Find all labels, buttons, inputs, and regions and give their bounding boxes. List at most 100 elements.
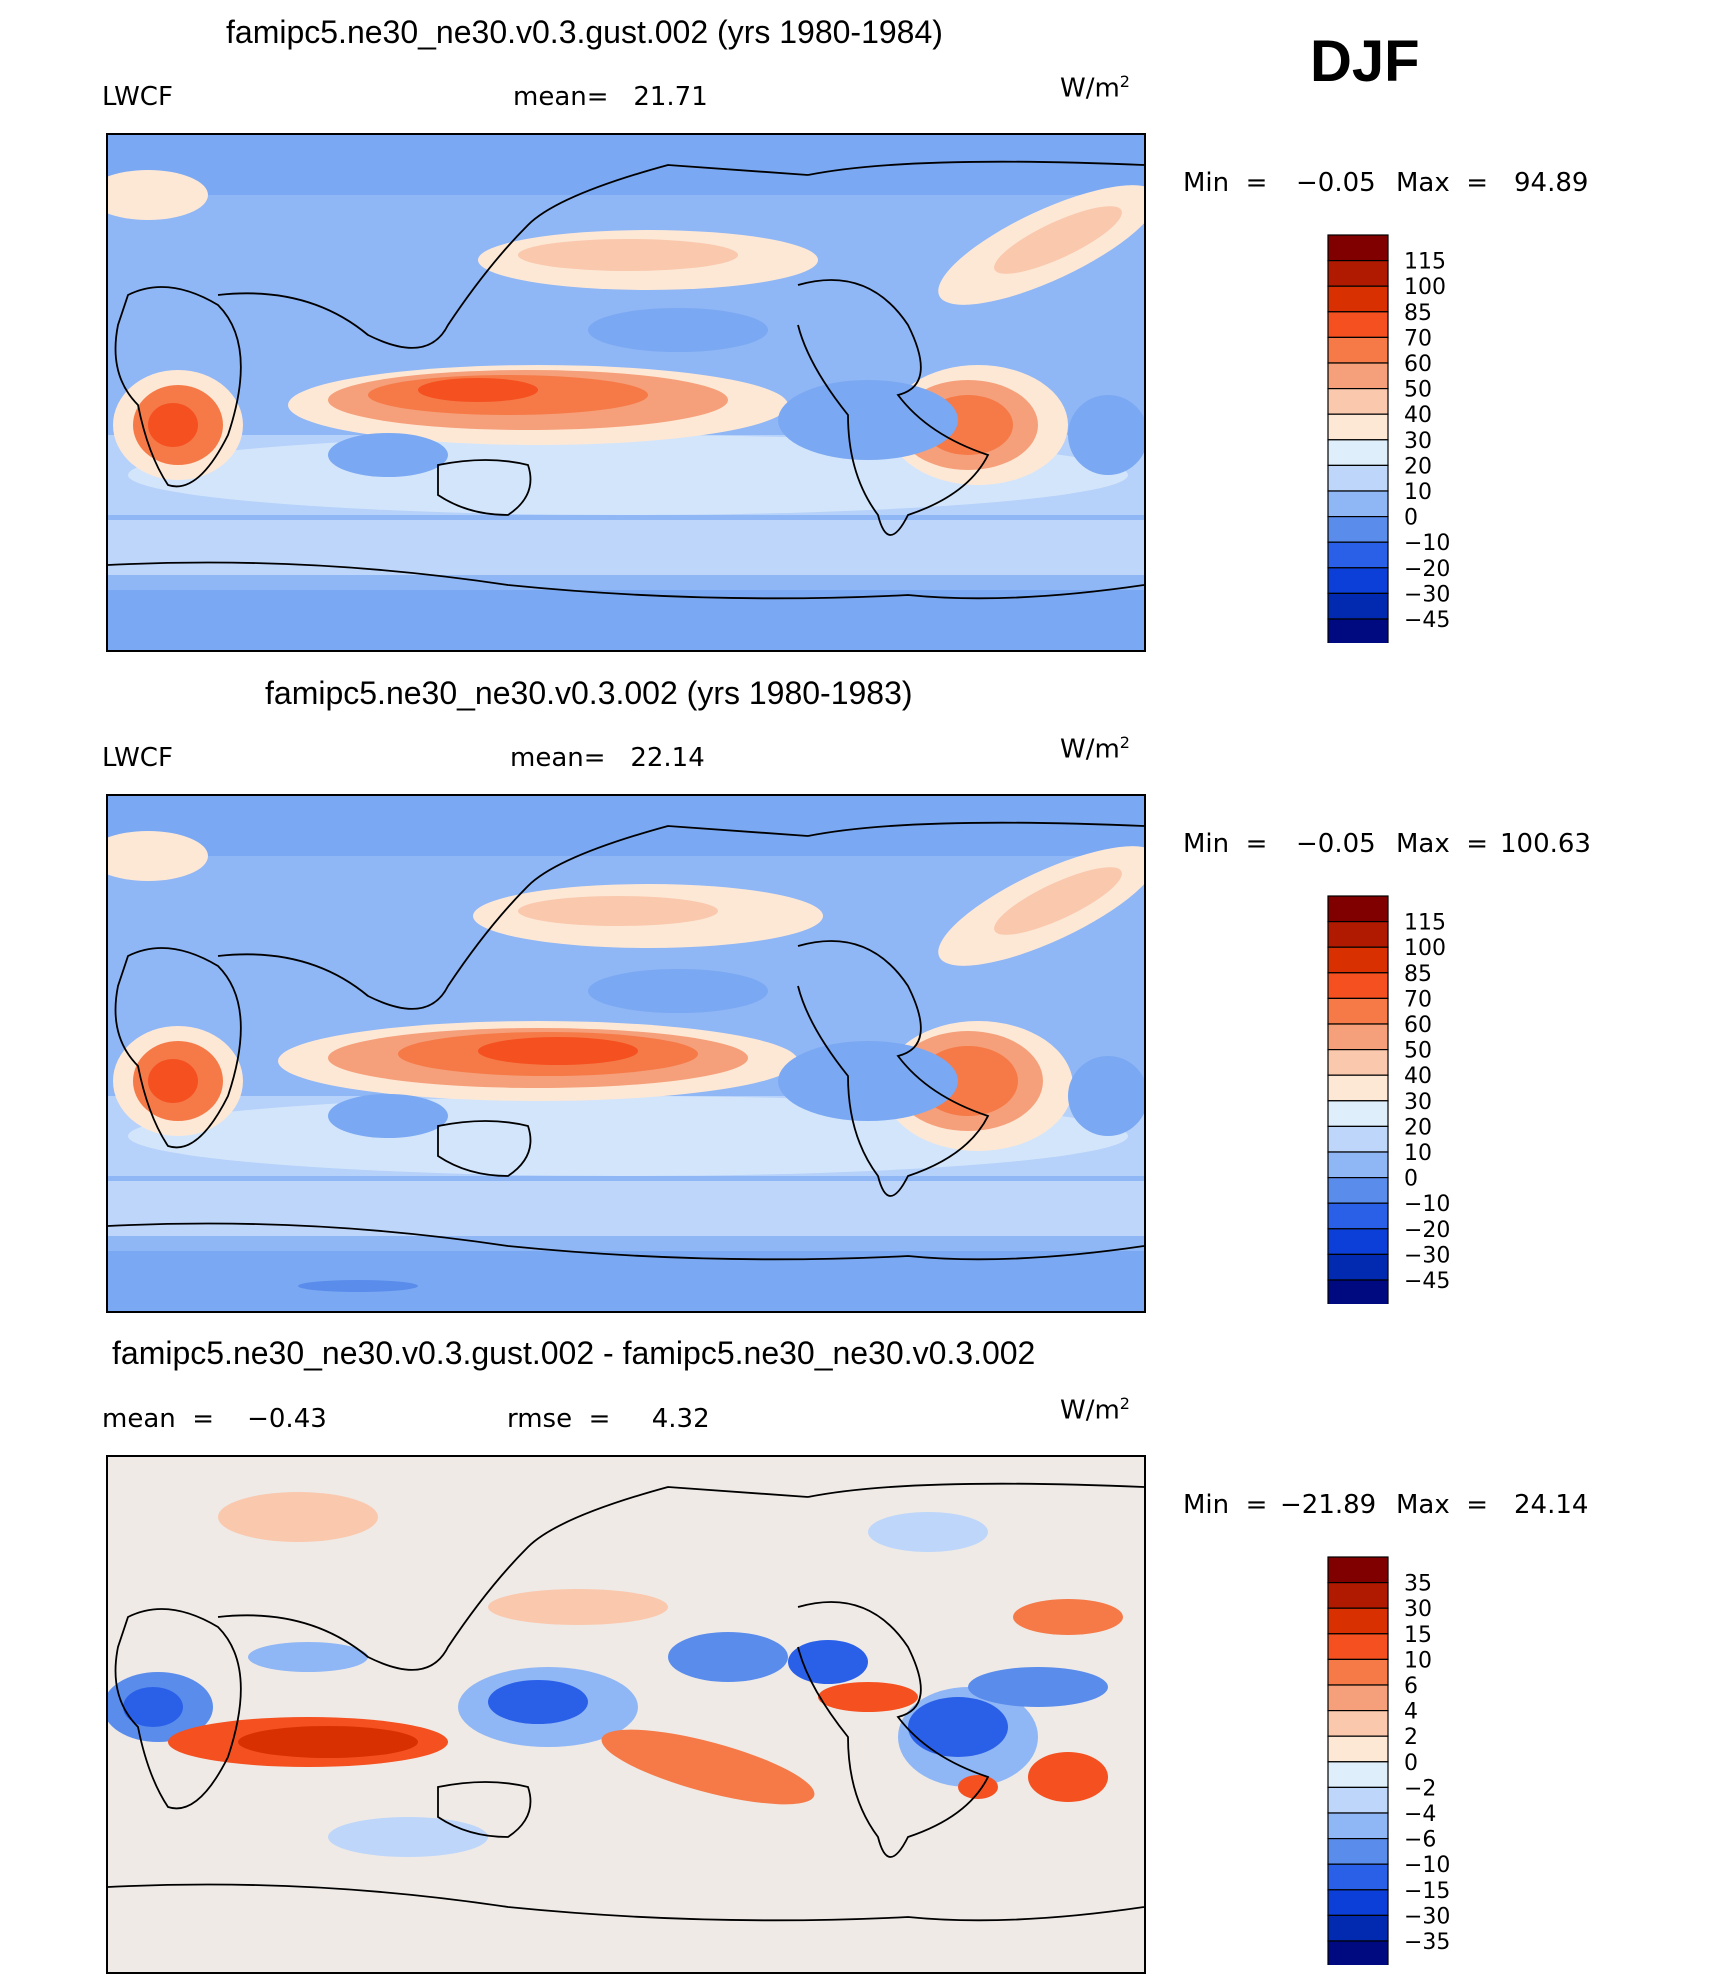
panel3-min-value: −21.89 xyxy=(1280,1490,1377,1520)
panel2-variable-label: LWCF xyxy=(102,743,173,773)
panel1-max-value: 94.89 xyxy=(1514,168,1589,198)
colorbar-swatch xyxy=(1327,1228,1389,1255)
colorbar-tick-label: 115 xyxy=(1404,250,1446,275)
colorbar-swatch xyxy=(1327,567,1389,594)
colorbar-tick-label: −6 xyxy=(1404,1828,1436,1853)
colorbar-swatch xyxy=(1327,490,1389,518)
colorbar-swatch xyxy=(1327,439,1389,467)
colorbar-tick-label: −2 xyxy=(1404,1776,1436,1801)
panel1-map xyxy=(106,133,1146,652)
colorbar-swatch xyxy=(1327,1202,1389,1230)
colorbar-tick-label: 40 xyxy=(1404,1064,1432,1089)
panel2-max-label: Max = xyxy=(1396,829,1489,859)
colorbar-swatch xyxy=(1327,1863,1389,1891)
panel1-title: famipc5.ne30_ne30.v0.3.gust.002 (yrs 198… xyxy=(226,14,943,50)
colorbar-swatch xyxy=(1327,1125,1389,1153)
panel1-variable-label: LWCF xyxy=(102,82,173,112)
colorbar-swatch xyxy=(1327,1607,1389,1635)
panel2-map xyxy=(106,794,1146,1313)
colorbar-tick-label: 4 xyxy=(1404,1700,1418,1725)
colorbar-swatch xyxy=(1327,516,1389,543)
panel3-rmse-label: rmse = 4.32 xyxy=(507,1404,710,1434)
colorbar-swatch xyxy=(1327,997,1389,1025)
colorbar-swatch xyxy=(1327,1940,1389,1965)
colorbar-tick-label: −20 xyxy=(1404,557,1450,582)
panel2-min-label: Min = xyxy=(1183,829,1268,859)
colorbar-swatch xyxy=(1327,1735,1389,1763)
panel3-min-label: Min = xyxy=(1183,1490,1268,1520)
colorbar-tick-label: −45 xyxy=(1404,1269,1450,1294)
colorbar-tick-label: 85 xyxy=(1404,301,1432,326)
colorbar-swatch xyxy=(1327,921,1389,948)
colorbar-tick-label: 50 xyxy=(1404,1039,1432,1064)
colorbar-swatch xyxy=(1327,592,1389,620)
colorbar-swatch xyxy=(1327,1100,1389,1128)
panel1-units: W/m2 xyxy=(1060,72,1130,104)
colorbar-swatch xyxy=(1327,895,1389,923)
colorbar-tick-label: −10 xyxy=(1404,531,1450,556)
colorbar-tick-label: 40 xyxy=(1404,403,1432,428)
colorbar-tick-label: 70 xyxy=(1404,326,1432,351)
colorbar-tick-label: 20 xyxy=(1404,1115,1432,1140)
colorbar-tick-label: 10 xyxy=(1404,1141,1432,1166)
colorbar-tick-label: 0 xyxy=(1404,506,1418,531)
colorbar-swatch xyxy=(1327,1074,1389,1102)
colorbar-tick-label: 30 xyxy=(1404,1090,1432,1115)
colorbar-swatch xyxy=(1327,464,1389,492)
colorbar-swatch xyxy=(1327,1786,1389,1814)
colorbar-tick-label: 35 xyxy=(1404,1572,1432,1597)
colorbar-tick-label: 50 xyxy=(1404,378,1432,403)
panel2-title: famipc5.ne30_ne30.v0.3.002 (yrs 1980-198… xyxy=(265,675,913,711)
colorbar-swatch xyxy=(1327,1658,1389,1686)
panel2-max-value: 100.63 xyxy=(1500,829,1591,859)
colorbar-tick-label: −10 xyxy=(1404,1192,1450,1217)
panel3-mean-label: mean = −0.43 xyxy=(102,1404,327,1434)
colorbar-tick-label: 60 xyxy=(1404,1013,1432,1038)
colorbar-swatch xyxy=(1327,1556,1389,1584)
colorbar-swatch xyxy=(1327,1582,1389,1609)
season-label: DJF xyxy=(1310,29,1420,94)
colorbar-swatch xyxy=(1327,336,1389,364)
colorbar-swatch xyxy=(1327,311,1389,339)
colorbar-tick-label: 30 xyxy=(1404,429,1432,454)
colorbar-swatch xyxy=(1327,1812,1389,1840)
colorbar-swatch xyxy=(1327,1684,1389,1712)
colorbar-swatch xyxy=(1327,1761,1389,1789)
colorbar-swatch xyxy=(1327,260,1389,287)
colorbar-tick-label: −15 xyxy=(1404,1879,1450,1904)
colorbar-tick-label: 6 xyxy=(1404,1674,1418,1699)
colorbar-tick-label: 0 xyxy=(1404,1167,1418,1192)
colorbar-swatch xyxy=(1327,1177,1389,1204)
colorbar-swatch xyxy=(1327,1838,1389,1865)
colorbar-tick-label: −30 xyxy=(1404,582,1450,607)
colorbar-tick-label: 100 xyxy=(1404,275,1446,300)
panel3-max-value: 24.14 xyxy=(1514,1490,1589,1520)
colorbar-swatch xyxy=(1327,1710,1389,1737)
panel2-units: W/m2 xyxy=(1060,733,1130,765)
colorbar-swatch xyxy=(1327,1889,1389,1916)
panel1-colorbar: 115 100 85 70 60 50 40 30 20 10 0 −10 −20 −30 −45 xyxy=(1326,233,1486,643)
colorbar-swatch xyxy=(1327,234,1389,262)
panel3-map xyxy=(106,1455,1146,1974)
colorbar-tick-label: −10 xyxy=(1404,1853,1450,1878)
colorbar-tick-label: 100 xyxy=(1404,936,1446,961)
colorbar-swatch xyxy=(1327,1253,1389,1281)
colorbar-tick-label: 15 xyxy=(1404,1623,1432,1648)
colorbar-swatch xyxy=(1327,1151,1389,1179)
panel3-colorbar: 35 30 15 10 6 4 2 0 −2 −4 −6 −10 −15 −30 −35 xyxy=(1326,1555,1486,1965)
colorbar-tick-label: 115 xyxy=(1404,911,1446,936)
panel1-mean-label: mean= 21.71 xyxy=(513,82,708,112)
colorbar-swatch xyxy=(1327,388,1389,415)
colorbar-swatch xyxy=(1327,413,1389,441)
colorbar-tick-label: 30 xyxy=(1404,1597,1432,1622)
colorbar-swatch xyxy=(1327,1279,1389,1304)
colorbar-swatch xyxy=(1327,285,1389,313)
colorbar-tick-label: −20 xyxy=(1404,1218,1450,1243)
colorbar-tick-label: −30 xyxy=(1404,1904,1450,1929)
colorbar-swatch xyxy=(1327,1914,1389,1942)
panel2-mean-label: mean= 22.14 xyxy=(510,743,705,773)
colorbar-swatch xyxy=(1327,1633,1389,1661)
colorbar-swatch xyxy=(1327,618,1389,643)
colorbar-tick-label: −4 xyxy=(1404,1802,1436,1827)
colorbar-swatch xyxy=(1327,1049,1389,1076)
